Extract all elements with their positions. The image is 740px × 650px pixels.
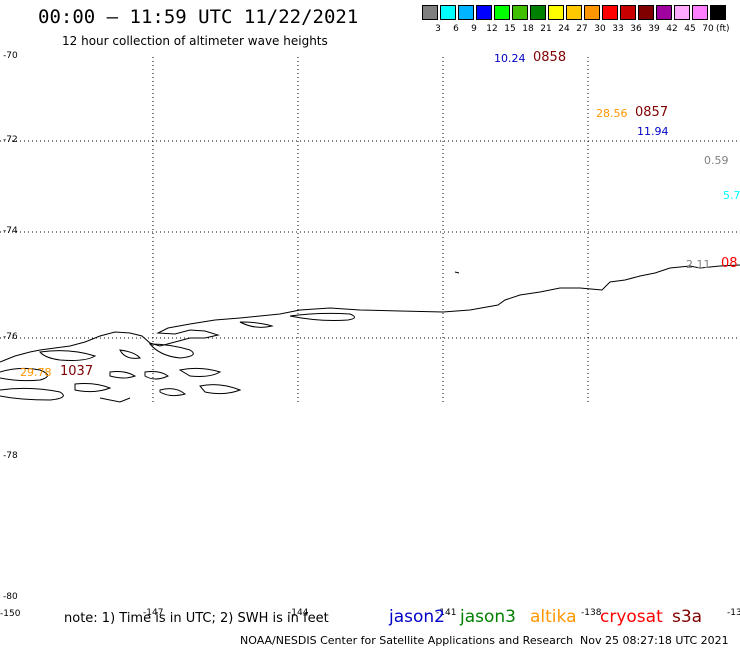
legend-unit: (ft) — [716, 24, 730, 34]
legend-label: 6 — [453, 24, 459, 34]
legend-swatch — [476, 5, 492, 20]
legend-swatch — [494, 5, 510, 20]
legend-swatch — [674, 5, 690, 20]
coastline — [0, 264, 740, 403]
lat-label: -72 — [3, 135, 18, 145]
wave-height-value: 11.94 — [637, 125, 669, 138]
map-title: 00:00 – 11:59 UTC 11/22/2021 — [38, 6, 359, 28]
lat-label: -74 — [3, 226, 18, 236]
legend-swatch — [512, 5, 528, 20]
observation-time: 08 — [721, 256, 738, 271]
satellite-jason2: jason2 — [389, 607, 445, 627]
legend-label: 42 — [666, 24, 678, 34]
legend-swatch — [638, 5, 654, 20]
map-subtitle: 12 hour collection of altimeter wave hei… — [62, 34, 328, 48]
satellite-s3a: s3a — [672, 607, 703, 627]
legend-swatch — [530, 5, 546, 20]
legend-label: 36 — [630, 24, 642, 34]
legend-label: 12 — [486, 24, 498, 34]
lon-label: -13 — [727, 608, 740, 618]
wave-height-value: 0.59 — [704, 154, 729, 167]
lon-label: -150 — [0, 609, 21, 619]
lon-label: -147 — [143, 608, 164, 618]
lat-label: -80 — [3, 592, 18, 602]
legend-swatch — [620, 5, 636, 20]
legend-label: 9 — [471, 24, 477, 34]
lon-label: -138 — [581, 608, 602, 618]
satellite-jason3: jason3 — [460, 607, 516, 627]
legend-swatch — [710, 5, 726, 20]
observation-time: 0857 — [635, 105, 669, 120]
lat-label: -76 — [3, 332, 18, 342]
legend-label: 70 — [702, 24, 714, 34]
footer-date: Nov 25 08:27:18 UTC 2021 — [580, 634, 729, 647]
wave-height-value: 5.7 — [723, 189, 740, 202]
legend-swatch — [602, 5, 618, 20]
units-note: note: 1) Time is in UTC; 2) SWH is in fe… — [64, 611, 329, 626]
legend-swatch — [656, 5, 672, 20]
legend-swatch — [584, 5, 600, 20]
footer-credit: NOAA/NESDIS Center for Satellite Applica… — [240, 634, 574, 647]
wave-height-value: 28.56 — [596, 107, 628, 120]
legend-swatch — [566, 5, 582, 20]
observation-time: 0858 — [533, 50, 567, 65]
wave-height-value: 2.11 — [686, 258, 711, 271]
legend-label: 24 — [558, 24, 570, 34]
lon-label: -144 — [288, 608, 309, 618]
legend-swatch — [548, 5, 564, 20]
legend-label: 15 — [504, 24, 516, 34]
legend-label: 27 — [576, 24, 588, 34]
legend-swatch — [458, 5, 474, 20]
legend-label: 3 — [435, 24, 441, 34]
legend-swatch — [440, 5, 456, 20]
legend-label: 30 — [594, 24, 606, 34]
observation-time: 1037 — [60, 364, 94, 379]
legend-label: 33 — [612, 24, 624, 34]
legend-label: 45 — [684, 24, 696, 34]
graticule — [0, 57, 740, 405]
lat-label: -70 — [3, 51, 18, 61]
legend-label: 39 — [648, 24, 660, 34]
legend-label: 21 — [540, 24, 552, 34]
wave-height-value: 29.78 — [20, 366, 52, 379]
lon-label: -141 — [436, 608, 457, 618]
legend-swatch — [422, 5, 438, 20]
legend-label: 18 — [522, 24, 534, 34]
satellite-altika: altika — [530, 607, 577, 627]
wave-height-value: 10.24 — [494, 52, 526, 65]
satellite-cryosat: cryosat — [600, 607, 663, 627]
lat-label: -78 — [3, 451, 18, 461]
legend-swatch — [692, 5, 708, 20]
